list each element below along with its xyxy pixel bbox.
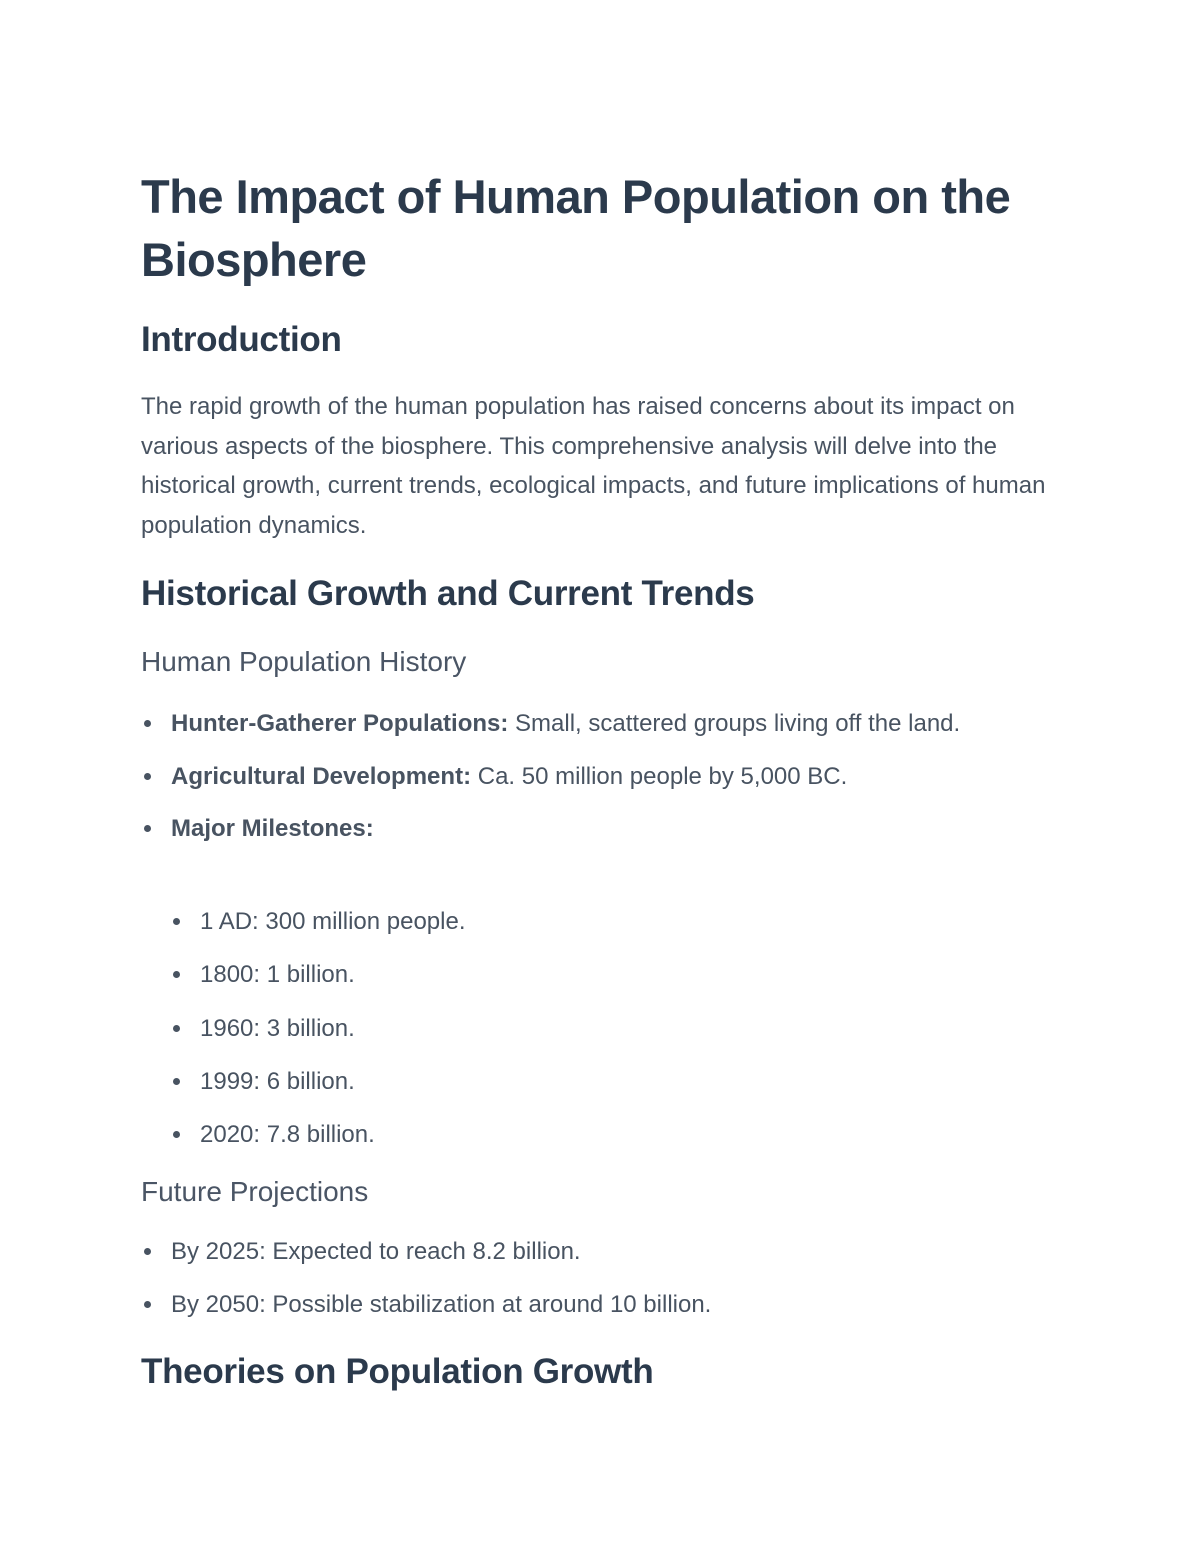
bullet-icon	[144, 825, 151, 832]
projection-text: By 2050: Possible stabilization at aroun…	[171, 1290, 712, 1318]
milestone-text: 1999: 6 billion.	[200, 1067, 355, 1095]
bullet-icon	[144, 1248, 151, 1255]
future-projections-subheading: Future Projections	[141, 1176, 369, 1207]
list-item-label: Hunter-Gatherer Populations	[171, 710, 501, 737]
bullet-icon	[173, 1024, 180, 1032]
historical-growth-heading: Historical Growth and Current Trends	[141, 574, 755, 613]
population-history-subheading: Human Population History	[141, 646, 467, 677]
milestone-item: 1 AD: 300 million people.	[170, 902, 1090, 942]
bullet-icon	[173, 1131, 180, 1139]
label-separator: :	[500, 710, 509, 737]
milestone-text: 2020: 7.8 billion.	[200, 1121, 375, 1149]
bullet-icon	[173, 918, 180, 925]
list-item-label: Major Milestones	[171, 815, 366, 842]
projection-item: By 2050: Possible stabilization at aroun…	[141, 1285, 1061, 1325]
projection-item: By 2025: Expected to reach 8.2 billion.	[141, 1232, 1061, 1272]
bullet-icon	[144, 1300, 151, 1308]
list-item-hunter-gatherer: Hunter-Gatherer Populations: Small, scat…	[141, 704, 1061, 744]
population-history-list: Hunter-Gatherer Populations: Small, scat…	[141, 704, 1061, 862]
list-item-major-milestones: Major Milestones:	[141, 809, 1061, 849]
bullet-icon	[144, 720, 151, 727]
list-item-agricultural-development: Agricultural Development: Ca. 50 million…	[141, 757, 1061, 797]
milestone-item: 1800: 1 billion.	[170, 955, 1090, 995]
introduction-paragraph: The rapid growth of the human population…	[141, 393, 1046, 539]
milestone-item: 1999: 6 billion.	[170, 1062, 1090, 1102]
future-projections-list: By 2025: Expected to reach 8.2 billion. …	[141, 1232, 1061, 1337]
document-title: The Impact of Human Population on the Bi…	[141, 170, 1011, 286]
bullet-icon	[144, 772, 151, 780]
milestone-item: 2020: 7.8 billion.	[170, 1115, 1090, 1155]
list-item-text: Ca. 50 million people by 5,000 BC.	[477, 762, 848, 790]
theories-heading: Theories on Population Growth	[141, 1352, 654, 1391]
milestone-text: 1 AD: 300 million people.	[200, 908, 466, 935]
milestone-item: 1960: 3 billion.	[170, 1009, 1090, 1049]
milestone-text: 1800: 1 billion.	[200, 961, 355, 989]
projection-text: By 2025: Expected to reach 8.2 billion.	[171, 1238, 581, 1265]
introduction-heading: Introduction	[141, 320, 342, 359]
label-separator: :	[463, 762, 472, 790]
list-item-text: Small, scattered groups living off the l…	[515, 710, 961, 737]
milestone-text: 1960: 3 billion.	[200, 1014, 355, 1042]
list-item-label: Agricultural Development	[171, 762, 464, 790]
bullet-icon	[173, 1077, 180, 1085]
bullet-icon	[173, 971, 180, 979]
milestones-list: 1 AD: 300 million people. 1800: 1 billio…	[170, 902, 1090, 1168]
label-separator: :	[365, 815, 374, 842]
